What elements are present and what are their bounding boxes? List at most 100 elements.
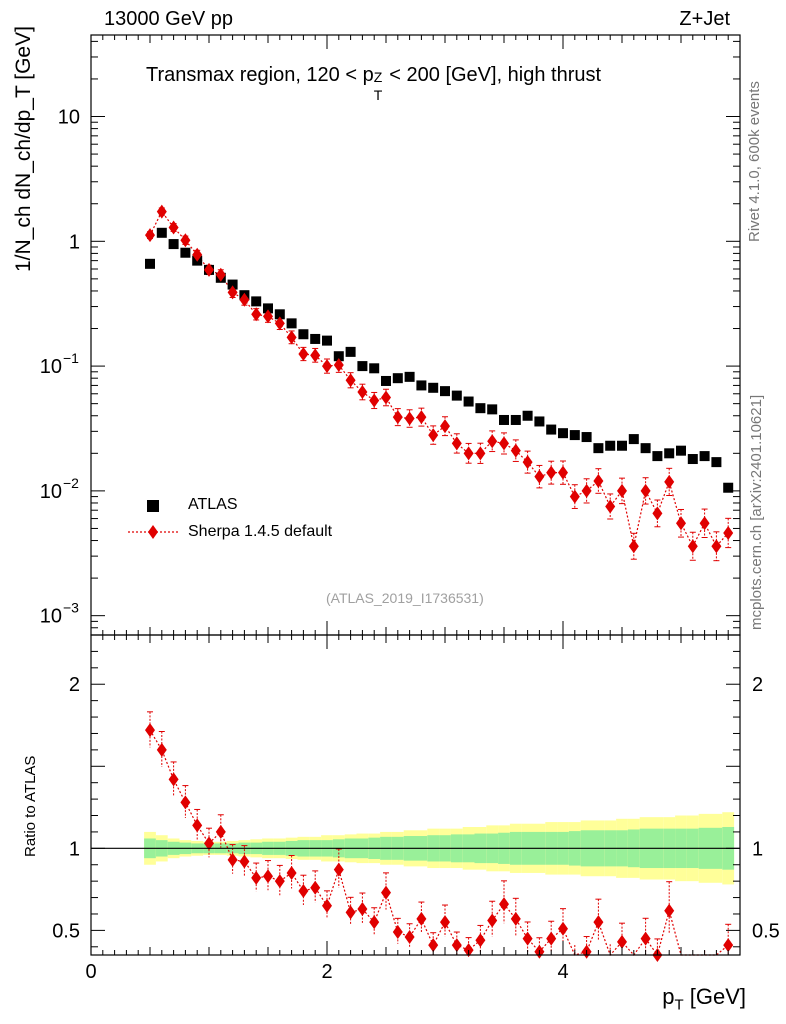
ratio-tick-label: 1: [752, 838, 763, 860]
atlas-point: [546, 424, 557, 435]
source-label: mcplots.cern.ch [arXiv:2401.10621]: [748, 394, 765, 630]
sherpa-point: [652, 506, 663, 521]
atlas-point: [664, 448, 675, 459]
ratio-point: [381, 885, 391, 900]
ratio-point: [156, 742, 167, 757]
sherpa-point: [156, 204, 167, 219]
ratio-tick-label: 2: [69, 674, 80, 696]
analysis-id: (ATLAS_2019_I1736531): [326, 590, 484, 606]
rivet-version-label: Rivet 4.1.0, 600k events: [746, 81, 763, 242]
ratio-point: [168, 772, 179, 787]
sherpa-point: [687, 539, 698, 554]
sherpa-point: [192, 247, 203, 262]
ratio-frame: [90, 634, 741, 956]
atlas-point: [723, 482, 734, 493]
atlas-point: [416, 380, 427, 391]
atlas-point: [298, 329, 309, 340]
x-axis-label: pT [GeV]: [662, 984, 746, 1014]
ratio-tick-label: 0.5: [752, 920, 780, 942]
atlas-point: [333, 351, 344, 362]
ratio-point: [440, 915, 450, 930]
sherpa-point: [168, 220, 179, 235]
sherpa-point: [487, 434, 498, 449]
atlas-point: [569, 430, 580, 441]
sherpa-point: [227, 285, 238, 300]
x-tick-label: 4: [557, 961, 568, 983]
ratio-point: [369, 915, 380, 930]
atlas-point: [534, 416, 545, 427]
ratio-point: [428, 938, 439, 953]
sherpa-point: [274, 316, 285, 331]
sherpa-point: [463, 446, 474, 461]
sherpa-point: [404, 411, 415, 426]
sherpa-point: [333, 358, 344, 373]
atlas-point: [145, 258, 155, 269]
ratio-point: [333, 862, 344, 877]
y-tick-label: 1: [69, 231, 80, 253]
ratio-point: [274, 874, 285, 889]
atlas-point: [286, 318, 297, 329]
ratio-point: [192, 818, 203, 833]
sherpa-point: [369, 393, 380, 408]
sherpa-point: [628, 539, 639, 554]
ratio-point: [475, 933, 486, 948]
sherpa-point: [451, 436, 462, 451]
data-markers: [145, 204, 734, 962]
ratio-point: [404, 929, 415, 944]
ratio-y-axis-label: Ratio to ATLAS: [22, 755, 39, 857]
y-tick-exponent: −3: [63, 600, 79, 616]
y-tick-label: 10: [40, 606, 62, 628]
atlas-point: [227, 279, 238, 290]
sherpa-point: [251, 307, 262, 322]
ratio-point: [723, 938, 734, 953]
ratio-point: [227, 852, 238, 867]
sherpa-point: [416, 410, 427, 425]
sherpa-point: [510, 443, 521, 458]
ratio-point: [451, 938, 462, 953]
plot-title-suffix: < 200 [GeV], high thrust: [383, 64, 602, 86]
sherpa-point: [558, 465, 568, 480]
sherpa-point: [145, 228, 155, 243]
sherpa-point: [440, 419, 450, 434]
ratio-tick-label: 0.5: [52, 920, 80, 942]
atlas-point: [168, 239, 179, 250]
sherpa-point: [699, 516, 710, 531]
atlas-point: [451, 390, 462, 401]
atlas-point: [180, 247, 191, 258]
atlas-point: [640, 443, 651, 454]
sherpa-point: [617, 483, 627, 498]
sherpa-point: [676, 516, 686, 531]
ratio-point: [310, 880, 321, 895]
sherpa-point: [640, 483, 651, 498]
ratio-point: [286, 865, 297, 880]
sherpa-point: [298, 346, 309, 361]
ratio-point: [617, 934, 627, 949]
atlas-point: [487, 404, 498, 415]
legend-sherpa-marker: [128, 525, 178, 539]
y-tick-label: 10: [40, 356, 62, 378]
atlas-point: [605, 440, 616, 451]
plot-title-prefix: Transmax region, 120 < p: [146, 64, 374, 86]
ratio-point: [546, 931, 557, 946]
y-tick-exponent: −1: [63, 350, 79, 366]
atlas-point: [357, 361, 368, 372]
sherpa-point: [605, 499, 616, 514]
sherpa-point: [345, 373, 356, 388]
ratio-point: [558, 921, 568, 936]
sherpa-point: [239, 292, 250, 307]
ratio-point: [263, 869, 273, 884]
atlas-point: [274, 309, 285, 320]
atlas-point: [440, 386, 450, 397]
sherpa-point: [215, 267, 226, 282]
sherpa-point: [522, 455, 533, 470]
x-tick-label: 2: [321, 961, 332, 983]
ratio-point: [145, 723, 155, 738]
y-tick-label: 10: [58, 107, 80, 129]
ratio-point: [522, 931, 533, 946]
atlas-point: [392, 373, 403, 384]
sherpa-point: [263, 309, 273, 324]
sherpa-ratio-line: [149, 729, 729, 957]
sherpa-point: [711, 539, 722, 554]
